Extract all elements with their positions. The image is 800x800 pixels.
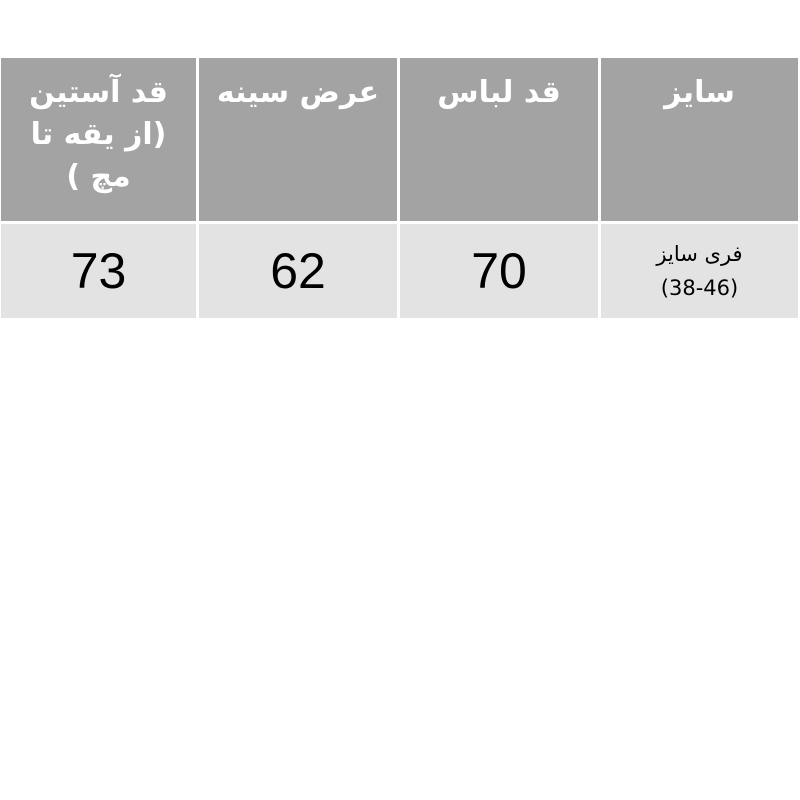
size-table: سایز قد لباس عرض سینه قد آستین (از یقه ت…	[1, 58, 798, 318]
size-range: (38-46)	[660, 276, 739, 300]
cell-length: 70	[400, 224, 598, 318]
header-size: سایز	[601, 58, 798, 221]
header-chest: عرض سینه	[199, 58, 397, 221]
header-sleeve: قد آستین (از یقه تا مچ )	[1, 58, 196, 221]
cell-size: فری سایز (38-46)	[601, 224, 798, 318]
cell-sleeve: 73	[1, 224, 196, 318]
cell-chest: 62	[199, 224, 397, 318]
size-label: فری سایز	[656, 242, 743, 266]
header-length: قد لباس	[400, 58, 598, 221]
